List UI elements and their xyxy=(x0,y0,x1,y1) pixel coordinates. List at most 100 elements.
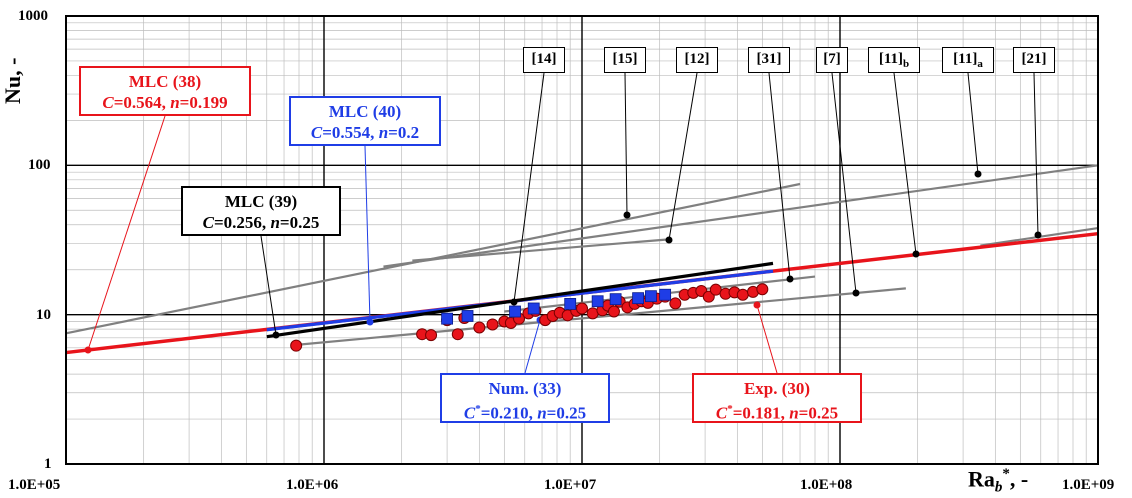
y-tick-1000: 1000 xyxy=(18,8,48,24)
ref-line-15 xyxy=(383,164,1099,268)
label-exp30-name: Exp. (30) xyxy=(743,379,811,398)
x-tick-1e5: 1.0E+05 xyxy=(8,477,61,493)
label-mlc39-nval: =0.25 xyxy=(279,213,320,232)
label-mlc38-nval: =0.199 xyxy=(179,93,228,112)
num-point xyxy=(632,292,645,305)
exp-point xyxy=(736,288,749,301)
label-num33-name: Num. (33) xyxy=(488,379,562,398)
fit-lines xyxy=(65,231,1099,355)
label-exp30-cval: =0.181, xyxy=(732,403,790,423)
leader-dot-exp30 xyxy=(753,301,761,309)
ref-label-15: [15] xyxy=(604,47,646,73)
exp-point xyxy=(669,297,682,310)
label-exp30-nval: =0.25 xyxy=(798,403,839,423)
label-mlc40-name: MLC (40) xyxy=(328,102,402,121)
label-num33-cval: =0.210, xyxy=(480,403,538,423)
num-point xyxy=(645,290,657,303)
ref-label-14: [14] xyxy=(523,47,565,73)
leader-dot-12 xyxy=(665,236,673,244)
label-mlc40-nval: =0.2 xyxy=(388,123,420,142)
label-mlc39-cval: =0.256, xyxy=(214,213,271,232)
x-tick-1e8: 1.0E+08 xyxy=(800,477,853,493)
ref-line-12 xyxy=(412,238,671,262)
y-axis-title-tail: , - xyxy=(0,57,25,76)
num-point xyxy=(441,312,453,325)
leader-dot-15 xyxy=(623,211,631,219)
num-point xyxy=(609,293,622,306)
leader-11b xyxy=(893,72,917,255)
label-num33-csup: * xyxy=(475,403,481,415)
label-exp30-csup: * xyxy=(727,403,733,415)
ref-line-7 xyxy=(298,287,906,346)
leader-dot-14 xyxy=(510,298,518,306)
leader-dot-7 xyxy=(852,289,860,297)
fit-line-mlc39 xyxy=(266,261,774,339)
major-gridlines xyxy=(66,16,1098,464)
label-mlc38-n: n xyxy=(170,93,180,112)
num-point xyxy=(461,310,474,322)
leader-mlc39 xyxy=(260,235,277,336)
x-tick-1e9: 1.0E+09 xyxy=(1062,477,1115,493)
ref-label-31: [31] xyxy=(748,47,790,73)
leader-mlc38 xyxy=(87,115,166,351)
label-mlc40-cval: =0.554, xyxy=(322,123,379,142)
y-axis-title-main: Nu xyxy=(0,75,25,104)
exp-point xyxy=(473,321,486,334)
data-points xyxy=(290,283,769,352)
label-mlc39-n: n xyxy=(270,213,280,232)
ref-label-11a-text: [11]a xyxy=(953,51,983,70)
num-point xyxy=(509,305,521,318)
exp-point xyxy=(576,302,588,315)
x-axis-title-tail: , - xyxy=(1009,466,1029,492)
label-mlc40: MLC (40) C=0.554, n=0.2 xyxy=(289,96,441,146)
label-exp30: Exp. (30) C*=0.181, n=0.25 xyxy=(692,373,862,423)
ref-label-12: [12] xyxy=(676,47,718,73)
y-axis-title: Nu, - xyxy=(0,58,26,104)
num-point xyxy=(564,298,577,310)
label-exp30-n: n xyxy=(789,403,799,423)
leader-exp30 xyxy=(756,304,778,374)
leader-dot-11a xyxy=(974,170,982,178)
plot-frame xyxy=(65,15,1099,465)
label-num33-nval: =0.25 xyxy=(546,403,587,423)
label-mlc39: MLC (39) C=0.256, n=0.25 xyxy=(181,186,341,236)
label-mlc39-c: C xyxy=(202,213,214,232)
ref-label-11b-text: [11]b xyxy=(878,51,910,70)
ref-label-11a: [11]a xyxy=(942,47,994,73)
x-axis-title-main: Ra xyxy=(968,466,995,492)
ref-label-11b: [11]b xyxy=(868,47,920,73)
label-mlc38: MLC (38) C=0.564, n=0.199 xyxy=(79,66,251,116)
exp-point xyxy=(451,328,464,341)
leader-dot-mlc38 xyxy=(84,346,92,354)
leader-mlc40 xyxy=(364,145,371,323)
x-axis-title-sup: * xyxy=(1002,466,1010,482)
label-exp30-c: C xyxy=(715,403,728,423)
leader-14 xyxy=(513,72,545,303)
exp-point xyxy=(607,305,620,318)
num-point xyxy=(527,302,540,315)
label-mlc38-c: C xyxy=(102,93,114,112)
y-tick-100: 100 xyxy=(28,157,51,173)
exp-point xyxy=(290,339,303,352)
leader-dot-21 xyxy=(1034,231,1042,239)
leader-31 xyxy=(768,72,791,280)
num-point xyxy=(659,288,672,301)
leader-15 xyxy=(624,72,628,216)
leader-11a xyxy=(967,72,979,175)
label-mlc40-n: n xyxy=(378,123,389,142)
x-tick-1e7: 1.0E+07 xyxy=(544,477,597,493)
leader-21 xyxy=(1033,72,1039,236)
ref-label-21: [21] xyxy=(1013,47,1055,73)
x-tick-1e6: 1.0E+06 xyxy=(286,477,339,493)
label-mlc38-cval: =0.564, xyxy=(113,93,171,112)
x-axis-title: Rab*, - xyxy=(968,466,1028,497)
label-num33: Num. (33) C*=0.210, n=0.25 xyxy=(440,373,610,423)
leader-lines xyxy=(84,72,1042,374)
y-tick-10: 10 xyxy=(36,307,51,323)
leader-12 xyxy=(668,72,698,241)
leader-7 xyxy=(831,72,857,294)
leader-num33 xyxy=(524,319,541,374)
num-point xyxy=(591,295,604,308)
exp-point xyxy=(425,329,438,342)
ref-label-7: [7] xyxy=(816,47,848,73)
